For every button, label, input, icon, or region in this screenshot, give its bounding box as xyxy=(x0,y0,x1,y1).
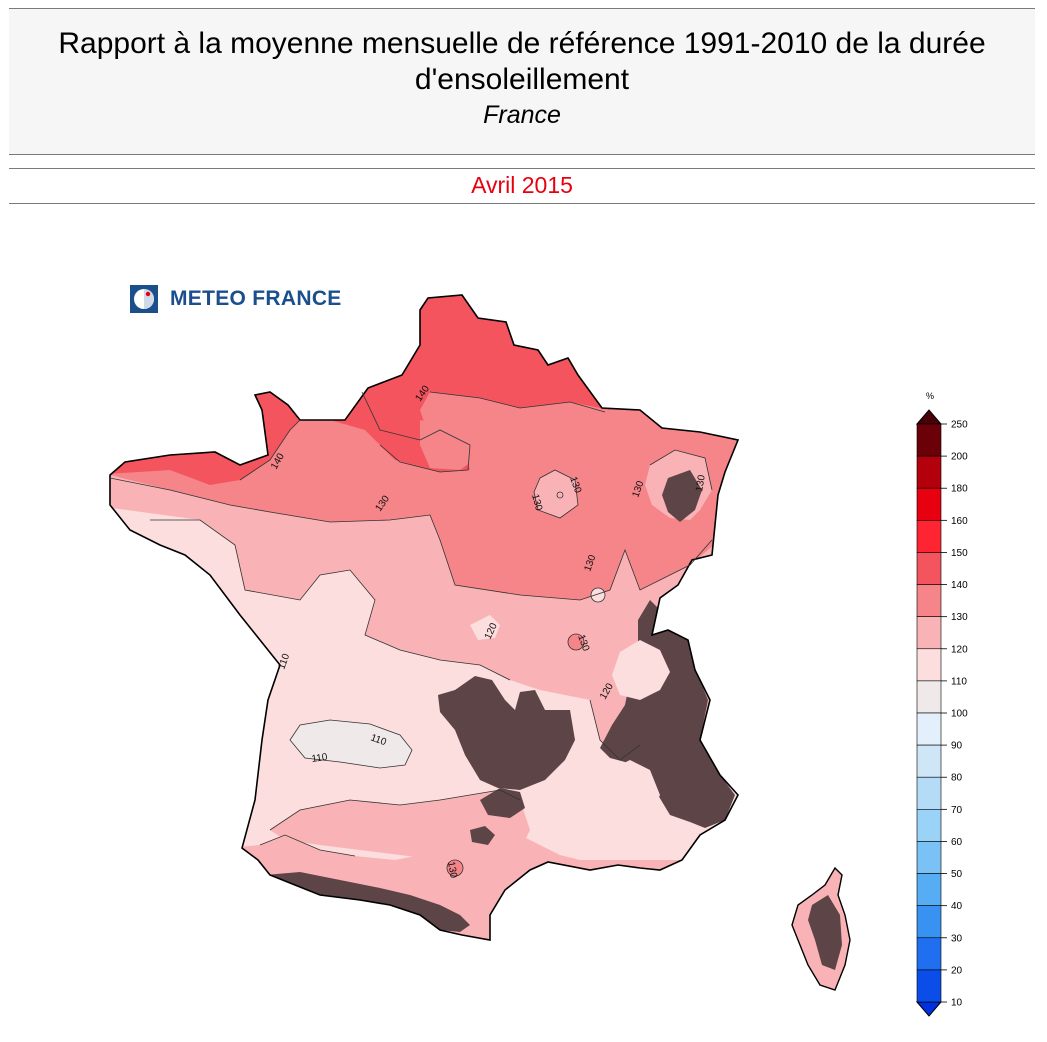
scale-box xyxy=(916,969,942,1003)
scale-tick-label: 10 xyxy=(951,998,963,1009)
meteo-france-logo-text: METEO FRANCE xyxy=(170,287,342,310)
map-title: Rapport à la moyenne mensuelle de référe… xyxy=(58,27,986,96)
relief-vosges xyxy=(662,470,702,522)
class-110-120-spot xyxy=(591,588,605,602)
class-120-130-southwest xyxy=(270,790,530,860)
contour-label: 130 xyxy=(529,493,544,512)
contour-label: 110 xyxy=(369,732,388,748)
scale-tick-label: 130 xyxy=(951,612,968,623)
france-outline xyxy=(109,294,740,941)
scale-box xyxy=(916,648,942,682)
meteo-france-logo: METEO FRANCE xyxy=(130,284,342,314)
relief-corsica xyxy=(808,895,842,970)
scale-box xyxy=(916,584,942,617)
scale-tick-label: 20 xyxy=(951,965,963,976)
relief-montagne-noire xyxy=(470,826,495,845)
relief-pyrenees xyxy=(265,872,470,932)
scale-tick-label: 100 xyxy=(951,709,968,720)
scale-unit: % xyxy=(926,391,934,401)
scale-box xyxy=(916,809,942,842)
scale-box xyxy=(916,873,942,906)
scale-tick-label: 40 xyxy=(951,901,963,912)
class-120-130-island-a xyxy=(534,470,578,518)
scale-box xyxy=(916,937,942,971)
scale-ticks: 250 200 180 160 150 140 130 120 110 100 90 80 70 60 50… xyxy=(941,420,968,1009)
scale-tick-label: 250 xyxy=(951,420,968,431)
relief-alps xyxy=(600,600,735,828)
meteo-france-logo-icon xyxy=(130,285,158,313)
scale-tick-label: 70 xyxy=(951,805,963,816)
scale-box xyxy=(916,520,942,553)
scale-tick-label: 90 xyxy=(951,741,963,752)
scale-tick-label: 30 xyxy=(951,933,963,944)
scale-box xyxy=(916,905,942,939)
scale-box xyxy=(916,423,942,457)
scale-box xyxy=(916,487,942,521)
color-scale: % 250 200 180 160 150 140 130 120 110 100 90 80 70 60… xyxy=(915,391,968,1017)
scale-box xyxy=(916,744,942,778)
class-130-140-spot xyxy=(568,634,584,650)
corsica-outline xyxy=(791,866,851,991)
scale-tick-label: 180 xyxy=(951,484,968,495)
period-panel: Avril 2015 xyxy=(9,168,1035,204)
class-110-120-alps-valley xyxy=(612,640,670,700)
scale-tick-label: 200 xyxy=(951,452,968,463)
relief-massif-central xyxy=(438,676,575,790)
class-110-120-alps-south xyxy=(605,760,660,820)
class-110-120-center-spot xyxy=(470,615,500,640)
class-130-140-pyrenees-spot xyxy=(447,860,463,876)
contour-label: 130 xyxy=(445,861,459,880)
contour-label: 110 xyxy=(311,752,329,765)
scale-box xyxy=(916,552,942,585)
contour-label: 110 xyxy=(276,652,292,671)
scale-box xyxy=(916,712,942,746)
scale-top-arrow xyxy=(915,409,943,425)
isolines xyxy=(109,391,713,877)
scale-box xyxy=(916,841,942,874)
scale-tick-label: 50 xyxy=(951,869,963,880)
scale-tick-label: 160 xyxy=(951,516,968,527)
title-panel: Rapport à la moyenne mensuelle de référe… xyxy=(9,8,1035,155)
relief-cevennes xyxy=(480,788,525,818)
scale-tick-label: 150 xyxy=(951,548,968,559)
scale-tick-label: 140 xyxy=(951,580,968,591)
contour-labels: 140 140 130 130 130 130 130 130 130 130 … xyxy=(269,383,708,879)
scale-box xyxy=(916,776,942,810)
scale-tick-label: 80 xyxy=(951,773,963,784)
scale-boxes xyxy=(916,423,942,1003)
mainland-shading xyxy=(110,295,738,940)
scale-tick-label: 60 xyxy=(951,837,963,848)
contour-label: 130 xyxy=(694,474,708,493)
map-region: France xyxy=(483,101,561,129)
scale-tick-label: 110 xyxy=(951,676,967,687)
class-100-110-landes xyxy=(290,720,412,768)
scale-tick-label: 120 xyxy=(951,644,968,655)
scale-box xyxy=(916,455,942,489)
scale-box xyxy=(916,616,942,650)
scale-box xyxy=(916,680,942,714)
scale-bottom-arrow xyxy=(915,1001,943,1017)
map-period: Avril 2015 xyxy=(471,172,573,198)
